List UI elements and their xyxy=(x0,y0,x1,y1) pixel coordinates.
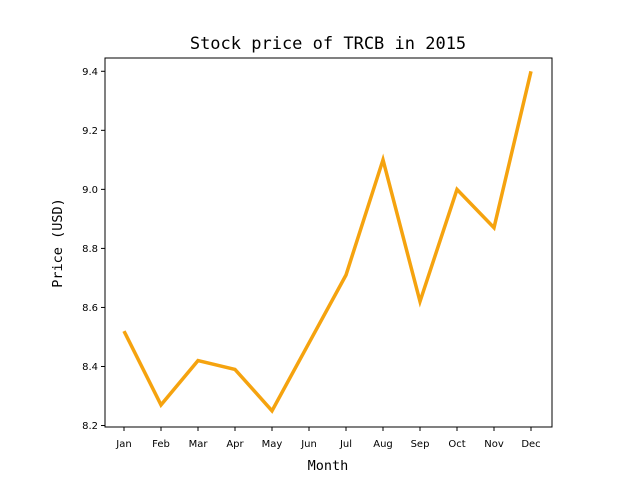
y-tick-label: 9.2 xyxy=(82,126,98,137)
y-tick-label: 8.6 xyxy=(82,303,98,314)
plot-area xyxy=(104,57,553,428)
series-layer xyxy=(122,70,533,414)
x-tick-label: Feb xyxy=(152,439,170,450)
y-axis-label: Price (USD) xyxy=(50,198,66,287)
series-line xyxy=(122,70,533,414)
x-tick-label: Mar xyxy=(189,439,209,450)
x-axis-label: Month xyxy=(308,458,349,474)
x-tick-label: Apr xyxy=(226,439,244,450)
x-tick-label: Sep xyxy=(411,439,430,450)
x-tick-label: Nov xyxy=(484,439,504,450)
x-tick-label: Jun xyxy=(300,439,317,450)
y-tick-label: 8.8 xyxy=(82,244,98,255)
x-tick-label: Oct xyxy=(448,439,465,450)
x-tick-label: Dec xyxy=(521,439,540,450)
x-tick-label: May xyxy=(262,439,283,450)
x-tick-label: Jan xyxy=(115,439,131,450)
plot-border xyxy=(104,57,553,428)
y-tick-label: 8.4 xyxy=(82,362,98,373)
y-tick-label: 8.2 xyxy=(82,421,98,432)
x-axis: Jan Feb Mar Apr May Jun Jul Aug Sep Oct Nov Dec xyxy=(115,427,541,450)
y-tick-label: 9.0 xyxy=(82,185,98,196)
x-tick-label: Jul xyxy=(339,439,352,450)
y-tick-label: 9.4 xyxy=(82,67,98,78)
x-tick-label: Aug xyxy=(373,439,393,450)
y-axis: 8.2 8.4 8.6 8.8 9.0 9.2 9.4 xyxy=(82,67,105,432)
chart-title: Stock price of TRCB in 2015 xyxy=(190,34,466,54)
